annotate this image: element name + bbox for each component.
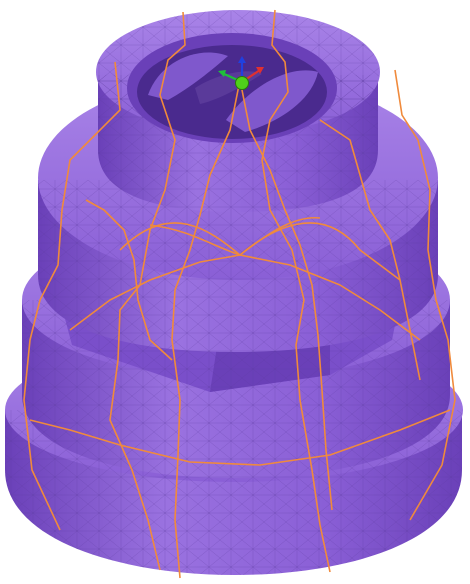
toolpath-lines bbox=[23, 9, 456, 579]
origin-sphere-icon[interactable] bbox=[235, 76, 249, 90]
axis-triad-icon[interactable] bbox=[218, 56, 264, 90]
top-recess bbox=[127, 33, 337, 143]
